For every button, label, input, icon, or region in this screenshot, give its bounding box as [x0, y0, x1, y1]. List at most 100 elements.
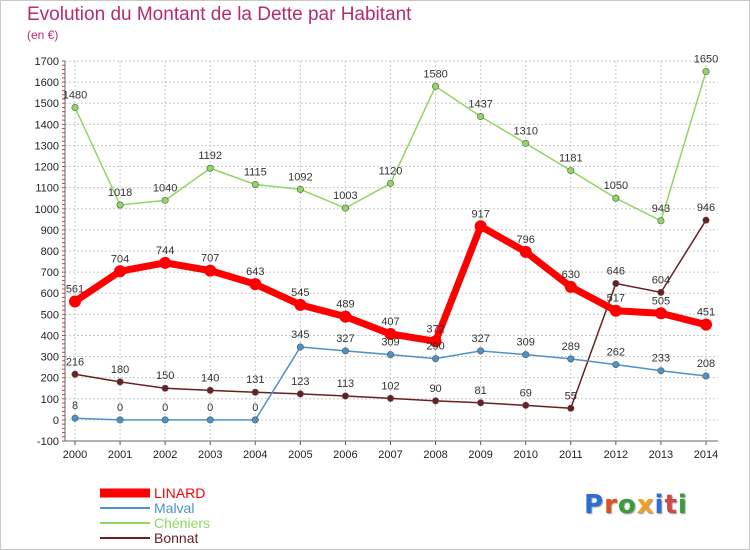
legend-label-chéniers: Chéniers: [154, 515, 210, 531]
data-point-malval: [702, 372, 710, 380]
data-label: 372: [426, 323, 444, 335]
data-point-bonnat: [341, 392, 349, 400]
x-tick-label: 2012: [604, 449, 628, 461]
x-tick-label: 2000: [63, 449, 87, 461]
x-tick-label: 2011: [559, 449, 583, 461]
data-point-chéniers: [341, 204, 349, 212]
data-label: 1192: [198, 150, 222, 162]
legend-label-malval: Malval: [154, 500, 194, 516]
data-label: 1310: [513, 125, 537, 137]
x-tick-label: 2002: [153, 449, 177, 461]
data-point-malval: [116, 416, 124, 424]
data-point-bonnat: [522, 401, 530, 409]
data-label: 131: [246, 374, 264, 386]
data-point-linard: [114, 265, 127, 278]
data-point-chéniers: [161, 196, 169, 204]
data-point-chéniers: [116, 201, 124, 209]
data-label-layer: 561 704 744 707 643 545 489 407 372 917 796 630 517 5…: [63, 54, 718, 414]
data-point-chéniers: [477, 113, 485, 121]
data-point-linard: [700, 318, 712, 331]
y-tick-label: 800: [41, 246, 59, 258]
data-point-linard: [384, 327, 397, 340]
data-point-linard: [609, 304, 622, 317]
data-point-malval: [477, 347, 485, 355]
data-label: 233: [652, 353, 670, 365]
data-point-malval: [522, 351, 530, 359]
data-point-bonnat: [251, 388, 259, 396]
data-point-bonnat: [386, 394, 394, 402]
data-label: 123: [291, 376, 309, 388]
data-label: 604: [652, 274, 670, 286]
data-label: 150: [156, 370, 174, 382]
data-point-bonnat: [612, 280, 620, 288]
data-label: 90: [429, 383, 441, 395]
y-tick-label: 1400: [35, 119, 59, 131]
data-label: 646: [607, 266, 625, 278]
y-tick-label: 1500: [35, 98, 59, 110]
x-tick-label: 2013: [649, 449, 673, 461]
data-point-linard: [339, 310, 352, 323]
data-point-malval: [206, 416, 214, 424]
data-label: 545: [291, 287, 309, 299]
data-point-chéniers: [251, 181, 259, 189]
data-point-chéniers: [296, 185, 304, 193]
data-label: 943: [652, 203, 670, 215]
data-label: 643: [246, 266, 264, 278]
data-label: 0: [117, 402, 123, 414]
data-point-malval: [341, 347, 349, 355]
y-tick-label: 300: [41, 352, 59, 364]
data-point-linard: [69, 295, 81, 308]
y-tick-label: 1000: [35, 204, 59, 216]
data-label: 81: [475, 385, 487, 397]
data-label: 489: [336, 299, 354, 311]
data-label: 1437: [468, 99, 492, 111]
x-tick-label: 2006: [333, 449, 357, 461]
chart-subtitle: (en €): [27, 28, 59, 42]
data-label: 451: [697, 307, 715, 319]
y-tick-label: 600: [41, 288, 59, 300]
y-tick-label: 400: [41, 330, 59, 342]
data-point-linard: [249, 278, 262, 291]
y-tick-label: 1700: [35, 56, 59, 68]
y-tick-label: -100: [37, 436, 59, 448]
y-tick-label: 200: [41, 373, 59, 385]
data-label: 0: [162, 402, 168, 414]
data-label: 1003: [333, 190, 357, 202]
y-tick-label: 500: [41, 309, 59, 321]
data-label: 744: [156, 245, 174, 257]
data-label: 1115: [244, 167, 267, 179]
x-tick-label: 2003: [198, 449, 222, 461]
x-tick-label: 2007: [378, 449, 402, 461]
x-tick-label: 2009: [468, 449, 492, 461]
y-tick-label: 1200: [35, 162, 59, 174]
data-point-chéniers: [71, 103, 79, 111]
chart-title: Evolution du Montant de la Dette par Hab…: [27, 4, 412, 25]
data-label: 262: [607, 347, 625, 359]
data-label: 1181: [559, 153, 583, 165]
data-point-chéniers: [702, 68, 710, 76]
data-point-malval: [161, 416, 169, 424]
data-label: 407: [381, 316, 399, 328]
data-label: 796: [517, 234, 535, 246]
data-label: 309: [517, 337, 535, 349]
y-tick-label: 0: [53, 415, 59, 427]
data-point-malval: [567, 355, 575, 363]
data-point-bonnat: [657, 288, 665, 296]
data-label: 102: [381, 380, 399, 392]
data-point-chéniers: [386, 179, 394, 187]
data-label: 917: [471, 208, 489, 220]
x-tick-label: 2010: [513, 449, 537, 461]
data-label: 216: [66, 356, 84, 368]
data-label: 1018: [108, 187, 132, 199]
data-label: 561: [66, 283, 84, 295]
data-point-linard: [429, 335, 442, 348]
data-label: 1050: [604, 180, 628, 192]
data-point-malval: [657, 367, 665, 375]
data-point-malval: [386, 351, 394, 359]
data-label: 1120: [379, 165, 403, 177]
series-layer: [69, 68, 712, 424]
data-point-malval: [251, 416, 259, 424]
data-point-bonnat: [161, 384, 169, 392]
